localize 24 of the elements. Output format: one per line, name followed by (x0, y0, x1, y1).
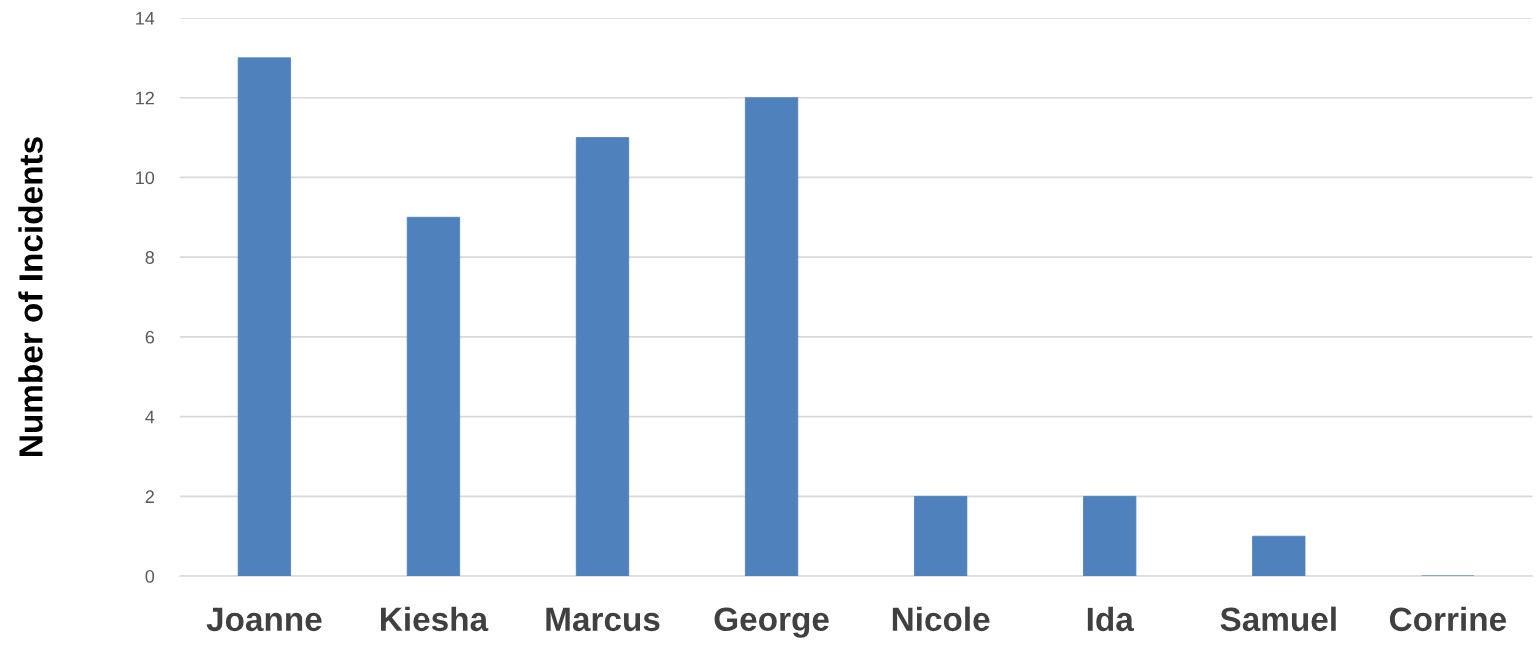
x-tick-label: Corrine (1389, 606, 1506, 632)
y-tick-label: 4 (145, 410, 155, 424)
x-tick-label: Marcus (546, 607, 660, 632)
bar (237, 57, 291, 577)
x-tick-label: Nicole (892, 606, 990, 632)
y-tick-label: 12 (136, 91, 154, 105)
x-tick-label: Joanne (206, 607, 322, 632)
y-tick-label: 6 (145, 330, 155, 344)
bar (744, 97, 799, 577)
x-tick-label: George (714, 607, 829, 638)
y-tick-label: 0 (145, 570, 155, 583)
y-tick-label: 14 (136, 12, 155, 25)
x-tick-label: Samuel (1220, 606, 1336, 632)
y-axis-title: Number of Incidents (18, 137, 43, 456)
y-tick-label: 8 (145, 251, 155, 264)
bar (1252, 535, 1306, 577)
y-tick-label: 10 (136, 171, 155, 185)
x-tick-label: Ida (1087, 606, 1135, 632)
bar (575, 137, 630, 577)
y-tick-label: 2 (145, 490, 154, 503)
bar (406, 216, 461, 577)
x-tick-label: Kiesha (381, 606, 489, 632)
bar (914, 495, 968, 577)
bar (1083, 495, 1137, 577)
